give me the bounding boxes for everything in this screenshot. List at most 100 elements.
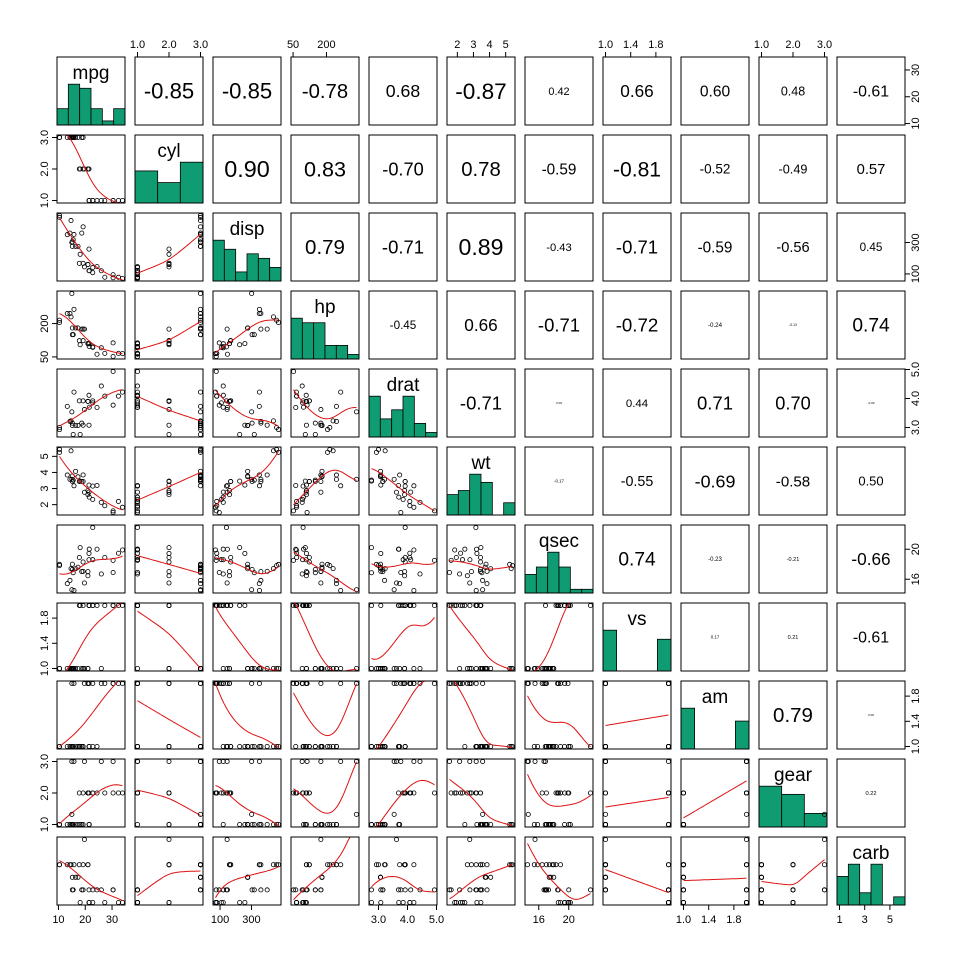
scatter-point xyxy=(293,887,299,893)
scatter-point xyxy=(216,340,222,346)
panel-qsec-am: -0.23 xyxy=(680,524,750,594)
y-tick-label: 2.0 xyxy=(39,161,51,176)
scatter-point xyxy=(417,571,423,577)
scatter-point xyxy=(327,425,333,431)
scatter-point xyxy=(166,260,172,266)
scatter-point xyxy=(525,862,531,868)
scatter-point xyxy=(318,580,324,586)
scatter-point xyxy=(484,887,490,893)
panel-frame xyxy=(368,446,438,516)
variable-label-drat: drat xyxy=(387,375,420,396)
scatter-point xyxy=(76,338,82,344)
scatter-point xyxy=(110,759,116,765)
scatter-point xyxy=(214,555,220,561)
smooth-line xyxy=(215,390,279,427)
scatter-point xyxy=(228,398,234,404)
scatter-point xyxy=(115,550,121,556)
panel-mpg-hp: -0.78 xyxy=(290,56,360,126)
scatter-point xyxy=(743,862,749,868)
scatter-point xyxy=(557,862,563,868)
scatter-point xyxy=(249,681,255,687)
scatter-point xyxy=(397,472,403,478)
y-tick-label: 1.0 xyxy=(39,193,51,208)
scatter-point xyxy=(333,418,339,424)
scatter-point xyxy=(681,790,687,796)
scatter-point xyxy=(291,508,297,514)
scatter-point xyxy=(665,790,671,796)
scatter-point xyxy=(80,338,86,344)
scatter-point xyxy=(369,570,375,576)
scatter-point xyxy=(197,306,203,312)
panel-hp-qsec: -0.71 xyxy=(524,290,594,360)
panel-frame xyxy=(836,524,906,594)
scatter-point xyxy=(402,525,408,531)
panel-frame xyxy=(836,602,906,672)
scatter-point xyxy=(480,577,486,583)
panel-frame xyxy=(212,680,282,750)
panel-frame xyxy=(446,680,516,750)
scatter-point xyxy=(264,472,270,478)
histogram-bar-carb xyxy=(847,863,861,906)
scatter-point xyxy=(69,587,75,593)
scatter-point xyxy=(86,404,92,410)
scatter-point xyxy=(220,489,226,495)
scatter-point xyxy=(64,311,70,317)
scatter-point xyxy=(264,326,270,332)
y-axis-cyl: 1.0 2.0 3.0 xyxy=(39,130,57,208)
scatter-point xyxy=(400,790,406,796)
scatter-point xyxy=(457,665,463,671)
panel-am-drat xyxy=(368,680,438,750)
scatter-point xyxy=(396,546,402,552)
x-axis-qsec: 16 20 xyxy=(533,905,575,926)
panel-gear-disp xyxy=(212,758,282,828)
scatter-point xyxy=(77,899,83,905)
histogram-bar-qsec xyxy=(558,566,571,594)
panel-frame xyxy=(524,836,594,906)
scatter-point xyxy=(478,559,484,565)
scatter-point xyxy=(135,681,141,687)
top-tick-label: 2.0 xyxy=(785,39,800,51)
scatter-point xyxy=(249,291,255,297)
panel-frame xyxy=(368,680,438,750)
panel-mpg-wt: -0.87 xyxy=(446,56,516,126)
correlation-value: -0.21 xyxy=(787,557,800,563)
x-tick-label: 300 xyxy=(242,914,260,926)
correlation-value: -0.85 xyxy=(144,79,194,104)
scatter-point xyxy=(398,887,404,893)
scatter-point xyxy=(408,557,414,563)
panel-frame xyxy=(602,446,672,516)
scatter-point xyxy=(90,557,96,563)
scatter-point xyxy=(303,569,309,575)
panel-qsec-disp xyxy=(212,524,282,594)
variable-label-am: am xyxy=(702,687,728,708)
scatter-point xyxy=(330,448,336,454)
panel-disp-gear: -0.56 xyxy=(758,212,828,282)
scatter-point xyxy=(237,603,243,609)
scatter-point xyxy=(86,887,92,893)
scatter-point xyxy=(94,197,100,203)
scatter-point xyxy=(473,759,479,765)
x-tick-label: 100 xyxy=(211,914,229,926)
scatter-point xyxy=(79,230,85,236)
panel-frame xyxy=(368,56,438,126)
panel-frame xyxy=(758,680,828,750)
scatter-point xyxy=(396,790,402,796)
right-tick-label: 1.8 xyxy=(910,688,922,703)
top-tick-label: 50 xyxy=(287,39,299,51)
scatter-point xyxy=(73,422,79,428)
scatter-point xyxy=(382,448,388,454)
scatter-point xyxy=(242,422,248,428)
scatter-point xyxy=(759,874,765,880)
scatter-point xyxy=(256,681,262,687)
scatter-point xyxy=(453,555,459,561)
correlation-value: 0.60 xyxy=(700,83,731,100)
panel-drat-vs: 0.44 xyxy=(602,368,672,438)
histogram-bar-am xyxy=(735,720,750,750)
scatter-point xyxy=(665,821,671,827)
panel-frame xyxy=(446,602,516,672)
scatter-point xyxy=(197,431,203,437)
scatter-point xyxy=(77,342,83,348)
histogram-bar-gear xyxy=(758,785,783,828)
panel-frame xyxy=(134,290,204,360)
scatter-point xyxy=(166,681,172,687)
